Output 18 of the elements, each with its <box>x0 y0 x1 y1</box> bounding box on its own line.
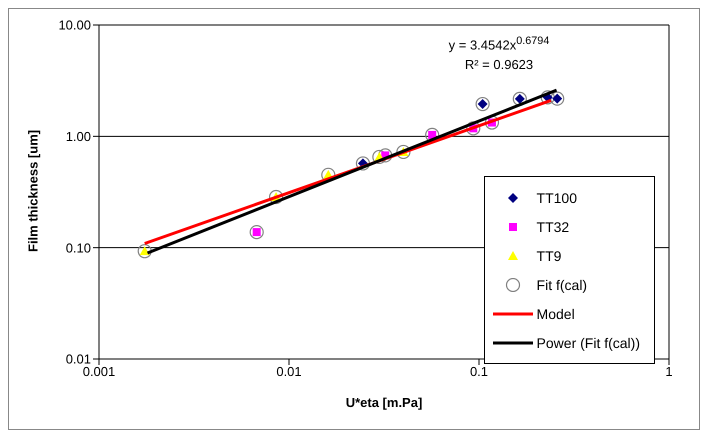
x-axis-title: U*eta [m.Pa] <box>346 395 422 410</box>
legend-label: TT9 <box>536 248 562 264</box>
legend-label: Fit f(cal) <box>536 276 588 292</box>
y-axis-title: Film thickness [um] <box>26 130 41 252</box>
y-tick-label: 0.01 <box>66 352 91 367</box>
legend-label: TT32 <box>536 218 570 234</box>
y-tick-label: 1.00 <box>66 128 91 144</box>
x-tick-label: 0.01 <box>276 364 302 380</box>
y-tick-label: 10.00 <box>58 18 91 33</box>
x-tick-label: 0.001 <box>82 364 116 380</box>
annotation: R² = 0.9623 <box>464 56 534 74</box>
legend-label: Power (Fit f(cal)) <box>536 334 640 350</box>
y-tick-label: 0.10 <box>66 240 91 256</box>
legend-label: TT100 <box>536 190 578 206</box>
annotation: y = 3.4542x$^{0.6794}$ <box>448 34 550 54</box>
x-tick-label: 1 <box>665 364 673 380</box>
legend-label: Model <box>536 306 575 322</box>
x-tick-label: 0.1 <box>470 364 488 380</box>
